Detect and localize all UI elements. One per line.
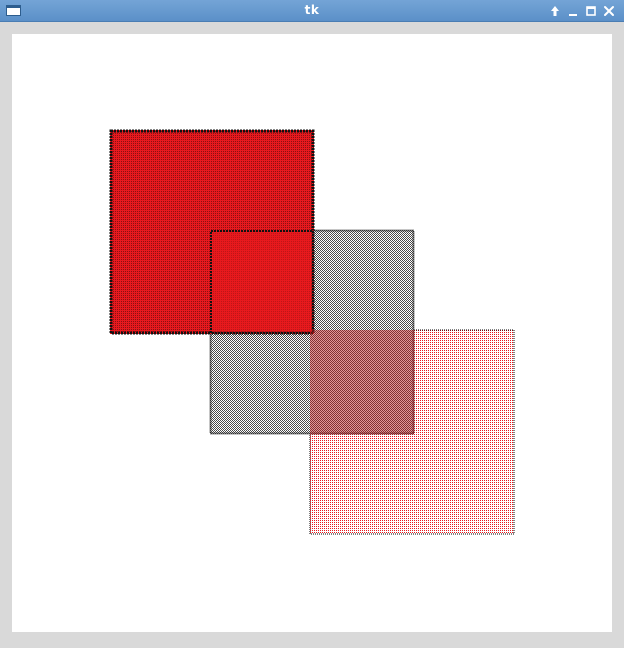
drawing-canvas[interactable] <box>12 34 612 632</box>
window-menu-icon[interactable] <box>6 5 21 16</box>
window-title: tk <box>304 3 320 17</box>
canvas-area[interactable] <box>12 34 612 632</box>
overlap-region-2-3 <box>310 330 414 434</box>
title-bar[interactable]: tk <box>0 0 624 22</box>
close-icon[interactable] <box>602 4 616 18</box>
up-arrow-icon[interactable] <box>548 4 562 18</box>
minimize-icon[interactable] <box>566 4 580 18</box>
overlap-region-1-2 <box>210 230 314 334</box>
maximize-icon[interactable] <box>584 4 598 18</box>
